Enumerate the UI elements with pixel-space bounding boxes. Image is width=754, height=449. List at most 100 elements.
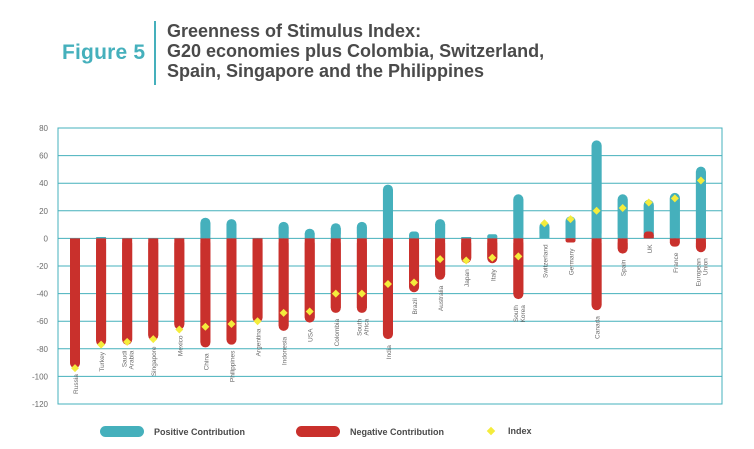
- y-tick-label: 60: [39, 152, 48, 161]
- bar-positive-body: [669, 197, 680, 239]
- category-label: Mexico: [177, 335, 184, 356]
- bar-positive-body: [382, 189, 393, 239]
- category-label-line: Saudi: [122, 351, 129, 368]
- index-marker: [71, 364, 79, 373]
- index-marker: [618, 204, 627, 213]
- y-tick-label: -100: [32, 372, 49, 381]
- index-marker: [279, 308, 288, 317]
- category-label: Australia: [438, 285, 445, 311]
- category-label-line: Turkey: [99, 351, 106, 371]
- category-label-line: Arabia: [129, 350, 136, 369]
- y-tick-label: 0: [44, 234, 49, 243]
- y-tick-label: -20: [36, 262, 48, 271]
- index-marker: [410, 278, 419, 287]
- category-label-line: Australia: [438, 285, 445, 311]
- bar-positive-body: [591, 145, 602, 239]
- bar-positive-body: [643, 204, 654, 239]
- category-label: Italy: [490, 268, 497, 281]
- category-label: Russia: [73, 374, 80, 394]
- bar-negative-body: [96, 238, 107, 342]
- category-label: Spain: [621, 259, 628, 276]
- index-marker: [514, 252, 523, 261]
- category-label-line: Germany: [569, 248, 576, 275]
- bar-negative-body: [356, 238, 367, 308]
- category-label-line: India: [386, 345, 393, 359]
- legend-positive-label: Positive Contribution: [154, 426, 245, 437]
- category-label-line: China: [203, 353, 210, 370]
- category-label-line: Spain: [621, 259, 628, 276]
- category-label-line: USA: [308, 328, 315, 342]
- bar-positive-body: [330, 228, 341, 239]
- category-label-line: Union: [702, 258, 709, 275]
- category-label-line: Philippines: [229, 350, 236, 382]
- index-marker: [436, 255, 445, 264]
- category-label-line: Canada: [595, 316, 602, 339]
- bar-negative-body: [669, 238, 680, 243]
- bar-positive-body: [409, 234, 420, 239]
- bar-negative-body: [278, 238, 289, 326]
- y-tick-label: 80: [39, 124, 48, 133]
- legend-index-marker: [486, 426, 496, 436]
- index-marker: [462, 256, 471, 265]
- y-tick-label: -120: [32, 400, 49, 409]
- index-marker: [149, 335, 158, 344]
- chart-title-line-1: Greenness of Stimulus Index:: [167, 21, 422, 41]
- bar-negative-body: [461, 238, 472, 259]
- category-label: Canada: [595, 316, 602, 339]
- index-marker: [123, 337, 132, 346]
- y-tick-label: -80: [36, 345, 48, 354]
- category-label: USA: [308, 328, 315, 342]
- legend-negative-swatch: [296, 426, 340, 437]
- category-label: Saudi Arabia: [122, 350, 136, 369]
- category-label-line: Africa: [363, 319, 370, 336]
- category-label: South Africa: [356, 319, 370, 336]
- legend-positive-swatch: [100, 426, 144, 437]
- bar-positive-body: [565, 221, 576, 239]
- category-label: Philippines: [229, 350, 236, 382]
- legend-negative-label: Negative Contribution: [350, 426, 444, 437]
- bar-positive-body: [539, 226, 550, 239]
- bar-negative-body: [695, 238, 706, 248]
- legend-index-label: Index: [508, 426, 532, 436]
- legend-positive: Positive Contribution: [100, 426, 245, 437]
- bar-positive-body: [461, 237, 472, 239]
- bar-negative-body: [330, 238, 341, 308]
- title-divider: [154, 21, 156, 85]
- category-label-line: South: [513, 305, 520, 322]
- bar-positive-body: [304, 233, 315, 239]
- legend-index: Index: [486, 426, 532, 436]
- chart-title-line-3: Spain, Singapore and the Philippines: [167, 61, 485, 81]
- category-label-line: Brazil: [412, 298, 419, 315]
- chart-title-line-2: G20 economies plus Colombia, Switzerland…: [167, 41, 545, 61]
- category-label-line: European: [695, 258, 702, 287]
- bar-positive-body: [695, 171, 706, 239]
- bar-positive-body: [513, 199, 524, 239]
- y-tick-label: -40: [36, 290, 48, 299]
- index-marker: [566, 215, 575, 224]
- bar-negative-body: [200, 238, 211, 343]
- index-marker: [253, 317, 262, 326]
- index-marker: [305, 307, 314, 316]
- stimulus-bar-chart: 80 60 40 20 0 -20 -40 -60 -80 -100 -120 Russia Turke…: [32, 124, 723, 409]
- category-label: South Korea: [513, 305, 527, 323]
- index-marker: [201, 322, 210, 331]
- category-label: India: [386, 345, 393, 359]
- bar-negative-body: [565, 238, 576, 241]
- index-marker: [227, 319, 236, 328]
- category-label: UK: [647, 244, 654, 254]
- category-label-line: South: [356, 319, 363, 336]
- category-label-line: Switzerland: [542, 244, 549, 278]
- bar-positive-body: [617, 199, 628, 239]
- index-marker: [592, 206, 601, 215]
- index-marker: [644, 198, 653, 207]
- index-marker: [696, 176, 705, 185]
- bar-positive-body: [226, 224, 237, 239]
- index-marker: [97, 340, 106, 349]
- category-label: Switzerland: [542, 244, 549, 278]
- category-label: Colombia: [334, 319, 341, 347]
- category-label-line: France: [673, 252, 680, 273]
- bar-negative-body: [174, 238, 185, 325]
- bar-negative-body: [148, 238, 159, 336]
- category-label: European Union: [695, 258, 709, 287]
- index-marker: [670, 194, 679, 203]
